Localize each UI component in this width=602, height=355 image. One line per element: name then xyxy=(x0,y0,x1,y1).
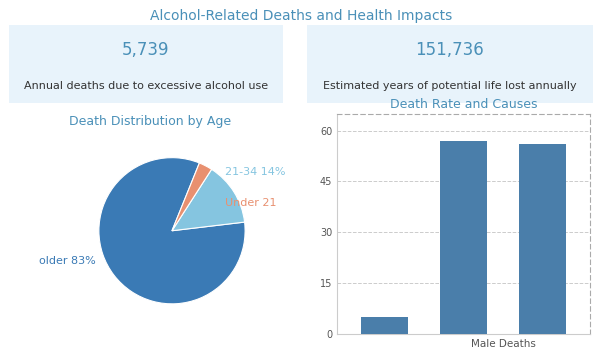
Text: 21-34 14%: 21-34 14% xyxy=(225,167,286,177)
Wedge shape xyxy=(99,158,245,304)
Text: 5,739: 5,739 xyxy=(122,41,170,59)
Title: Death Distribution by Age: Death Distribution by Age xyxy=(69,115,232,127)
Text: 151,736: 151,736 xyxy=(415,41,485,59)
Title: Death Rate and Causes: Death Rate and Causes xyxy=(389,98,538,111)
Text: older 83%: older 83% xyxy=(39,256,96,266)
Bar xyxy=(361,317,408,334)
Wedge shape xyxy=(172,163,211,231)
Text: Estimated years of potential life lost annually: Estimated years of potential life lost a… xyxy=(323,81,577,91)
Wedge shape xyxy=(172,169,244,231)
Bar xyxy=(440,141,487,334)
Bar xyxy=(519,144,566,334)
Text: Under 21: Under 21 xyxy=(225,198,277,208)
Text: Alcohol-Related Deaths and Health Impacts: Alcohol-Related Deaths and Health Impact… xyxy=(150,9,452,23)
Text: Annual deaths due to excessive alcohol use: Annual deaths due to excessive alcohol u… xyxy=(24,81,268,91)
